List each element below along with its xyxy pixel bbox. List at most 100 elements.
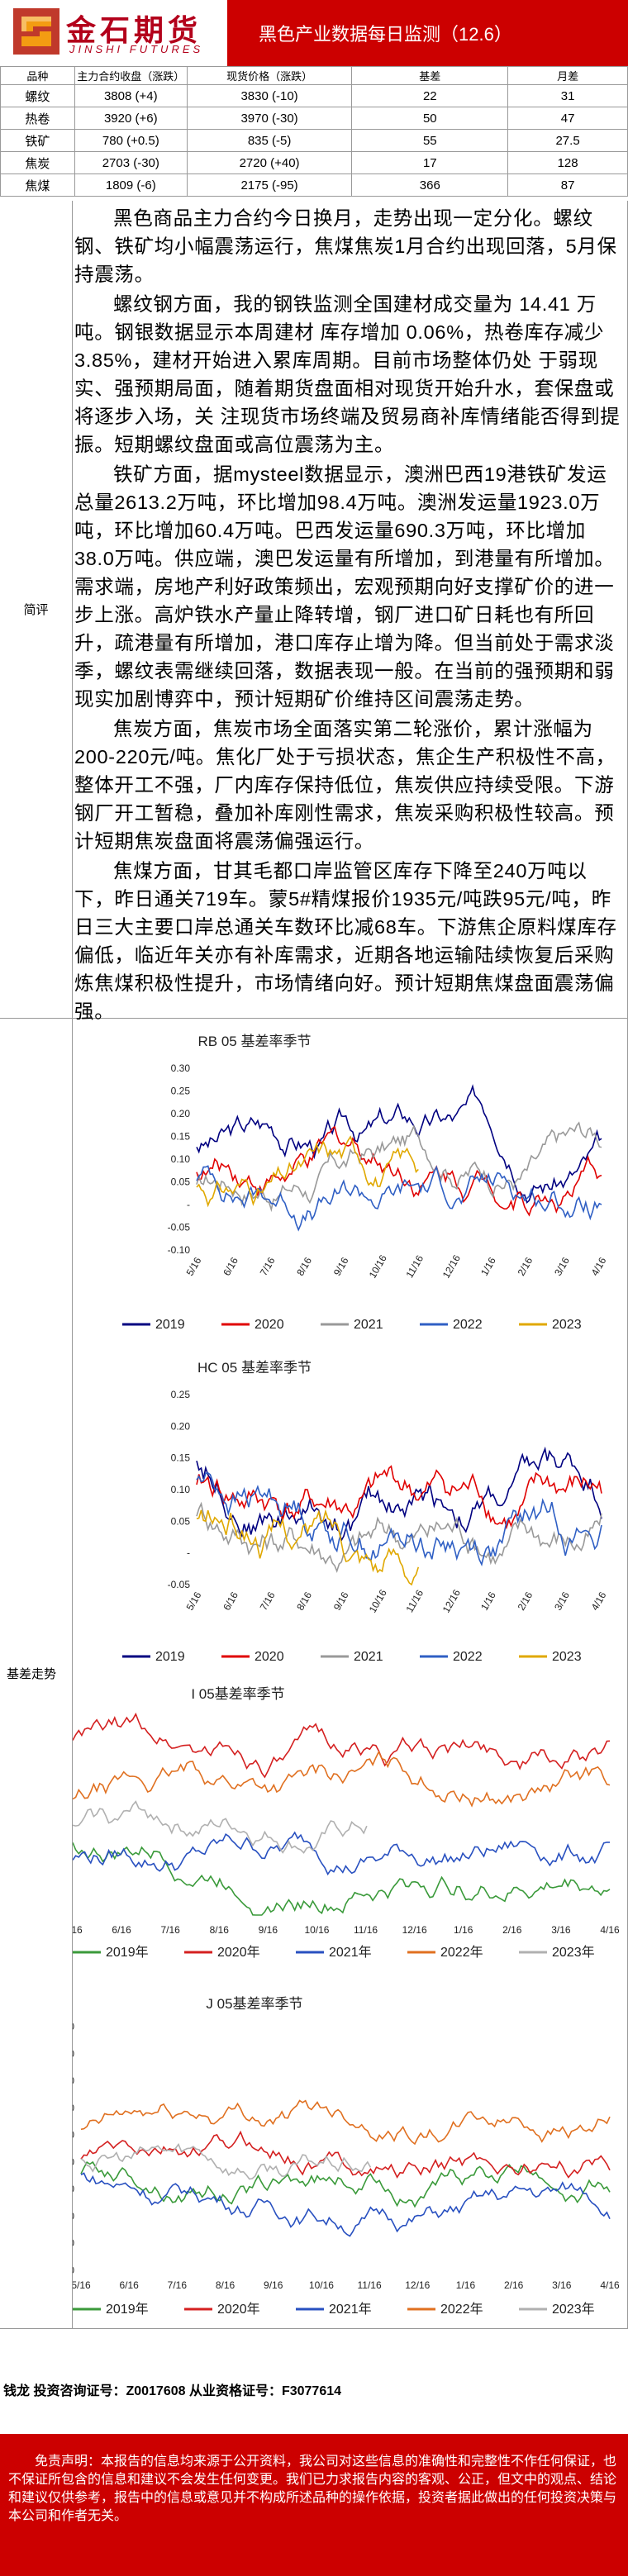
table-row: 焦煤 1809 (-6) 2175 (-95) 366 87: [0, 173, 628, 197]
x-tick-label: 5/16: [184, 1255, 204, 1278]
series-line: [72, 1831, 610, 1876]
x-tick-label: 1/16: [478, 1590, 498, 1613]
x-tick-label: 11/16: [403, 1588, 426, 1615]
y-tick-label: 0.20: [171, 1420, 191, 1432]
x-tick-label: 8/16: [210, 1924, 230, 1936]
chart-title: I 05基差率季节: [191, 1686, 284, 1702]
series-line: [72, 1750, 611, 1808]
legend-label: 2023年: [552, 2302, 595, 2317]
table-cell: 铁矿: [0, 129, 75, 152]
legend-label: 2023年: [552, 1945, 595, 1960]
chart-j-svg: J 05基差率季节 0.50 0.40 0.30 0.20 0.10 0.00 -0.10 -0…: [52, 1996, 620, 2317]
y-tick-label: -0.05: [168, 1222, 191, 1233]
y-tick-label: 0.25: [171, 1086, 191, 1097]
series-line: [196, 1135, 419, 1208]
x-tick-label: 4/16: [589, 1255, 609, 1278]
table-cell: 835 (-5): [186, 129, 353, 152]
table-cell: 366: [351, 173, 509, 197]
x-tick-label: 11/16: [354, 1924, 378, 1936]
table-header-cell: 品种: [0, 66, 75, 85]
y-tick-label: 0.20: [171, 1108, 191, 1119]
x-tick-label: 4/16: [600, 1924, 620, 1936]
table-header-row: 品种 主力合约收盘（涨跌） 现货价格（涨跌） 基差 月差: [0, 66, 628, 85]
x-tick-label: 9/16: [331, 1255, 351, 1278]
chart-i-svg: I 05基差率季节0.500.400.300.200.100.00-0.105/…: [44, 1682, 620, 1960]
x-tick-label: 10/16: [309, 2279, 334, 2291]
x-tick-label: 5/16: [73, 2279, 91, 2291]
x-tick-label: 7/16: [258, 1590, 278, 1613]
y-tick-label: 0.30: [73, 2075, 74, 2087]
x-tick-label: 12/16: [405, 2279, 430, 2291]
x-tick-label: 9/16: [259, 1924, 278, 1936]
y-tick-label: 0.50: [73, 2021, 74, 2032]
x-tick-label: 7/16: [161, 1924, 181, 1936]
table-cell: 55: [351, 129, 509, 152]
x-tick-label: 3/16: [552, 1590, 572, 1613]
x-tick-label: 6/16: [221, 1590, 240, 1613]
price-table: 品种 主力合约收盘（涨跌） 现货价格（涨跌） 基差 月差 螺纹 3808 (+4…: [0, 66, 628, 197]
x-tick-label: 12/16: [440, 1252, 463, 1280]
commentary-paragraph: 黑色商品主力合约今日换月，走势出现一定分化。螺纹钢、铁矿均小幅震荡运行，焦煤焦炭…: [74, 207, 617, 285]
legend-label: 2021年: [329, 1945, 372, 1960]
y-tick-label: 0.20: [73, 2102, 74, 2113]
y-tick-label: -: [187, 1547, 190, 1559]
legend-label: 2022: [453, 1318, 483, 1332]
table-cell: 50: [351, 107, 509, 130]
chart-j: J 05基差率季节 0.50 0.40 0.30 0.20 0.10 0.00 -0.10 -0…: [52, 1985, 628, 2324]
legend-label: 2019: [155, 1318, 185, 1332]
disclaimer: 免责声明：本报告的信息均来源于公开资料，我公司对这些信息的准确性和完整性不作任何…: [0, 2434, 628, 2576]
table-cell: 2703 (-30): [74, 151, 188, 174]
x-tick-label: 4/16: [589, 1590, 609, 1613]
series-line: [196, 1472, 602, 1566]
table-cell: 3970 (-30): [186, 107, 353, 130]
x-tick-label: 2/16: [516, 1255, 535, 1278]
y-tick-label: 0.00: [73, 2156, 74, 2168]
legend-label: 2023: [552, 1650, 582, 1664]
series-line: [196, 1465, 602, 1530]
x-tick-label: 4/16: [600, 2279, 620, 2291]
table-row: 铁矿 780 (+0.5) 835 (-5) 55 27.5: [0, 129, 628, 152]
y-tick-label: -0.10: [73, 2184, 74, 2195]
logo-mark-icon: [13, 8, 59, 55]
y-tick-label: -: [187, 1199, 190, 1210]
series-line: [196, 1084, 602, 1205]
report-header: 金石期货 JINSHI FUTURES 黑色产业数据每日监测（12.6）: [0, 0, 628, 66]
x-tick-label: 12/16: [402, 1924, 427, 1936]
series-line: [80, 2142, 372, 2180]
series-line: [196, 1125, 602, 1217]
x-tick-label: 1/16: [456, 2279, 476, 2291]
y-tick-label: 0.25: [171, 1389, 191, 1400]
logo-en-text: JINSHI FUTURES: [69, 43, 204, 55]
x-tick-label: 8/16: [294, 1255, 314, 1278]
table-cell: 焦炭: [0, 151, 75, 174]
series-line: [72, 1712, 611, 1779]
y-tick-label: 0.05: [171, 1515, 191, 1527]
legend-label: 2019: [155, 1650, 185, 1664]
y-tick-label: -0.05: [168, 1579, 191, 1590]
table-cell: 热卷: [0, 107, 75, 130]
legend-label: 2021: [354, 1318, 383, 1332]
x-tick-label: 9/16: [331, 1590, 351, 1613]
y-tick-label: -0.20: [73, 2210, 74, 2222]
chart-rb: RB 05 基差率季节 0.30 0.25 0.20 0.15 0.10 0.05 - -0.0…: [73, 1023, 628, 1345]
table-cell: 3920 (+6): [74, 107, 188, 130]
chart-hc-svg: HC 05 基差率季节 0.25 0.20 0.15 0.10 0.05 - -0.055/1…: [122, 1360, 609, 1664]
y-tick-label: 0.40: [73, 2048, 74, 2060]
series-line: [196, 1121, 602, 1213]
x-tick-label: 7/16: [258, 1255, 278, 1278]
series-line: [80, 2160, 611, 2208]
commentary-paragraph: 焦炭方面，焦炭市场全面落实第二轮涨价，累计涨幅为 200-220元/吨。焦化厂处…: [74, 718, 616, 852]
x-tick-label: 1/16: [478, 1255, 498, 1278]
x-tick-label: 6/16: [120, 2279, 140, 2291]
x-tick-label: 3/16: [552, 1255, 572, 1278]
chart-title: J 05基差率季节: [206, 1996, 302, 2012]
series-line: [72, 1842, 611, 1916]
commentary-text: 黑色商品主力合约今日换月，走势出现一定分化。螺纹钢、铁矿均小幅震荡运行，焦煤焦炭…: [73, 201, 628, 1022]
series-line: [196, 1446, 602, 1542]
author-info: 钱龙 投资咨询证号：Z0017608 从业资格证号：F3077614: [3, 2384, 342, 2398]
x-tick-label: 11/16: [403, 1253, 426, 1281]
x-tick-label: 2/16: [504, 2279, 524, 2291]
commentary-paragraph: 焦煤方面，甘其毛都口岸监管区库存下降至240万吨以下，昨日通关719车。蒙5#精…: [74, 860, 617, 1022]
chart-hc: HC 05 基差率季节 0.25 0.20 0.15 0.10 0.05 - -0.05 5/1…: [73, 1349, 628, 1671]
table-header-cell: 基差: [351, 66, 509, 85]
